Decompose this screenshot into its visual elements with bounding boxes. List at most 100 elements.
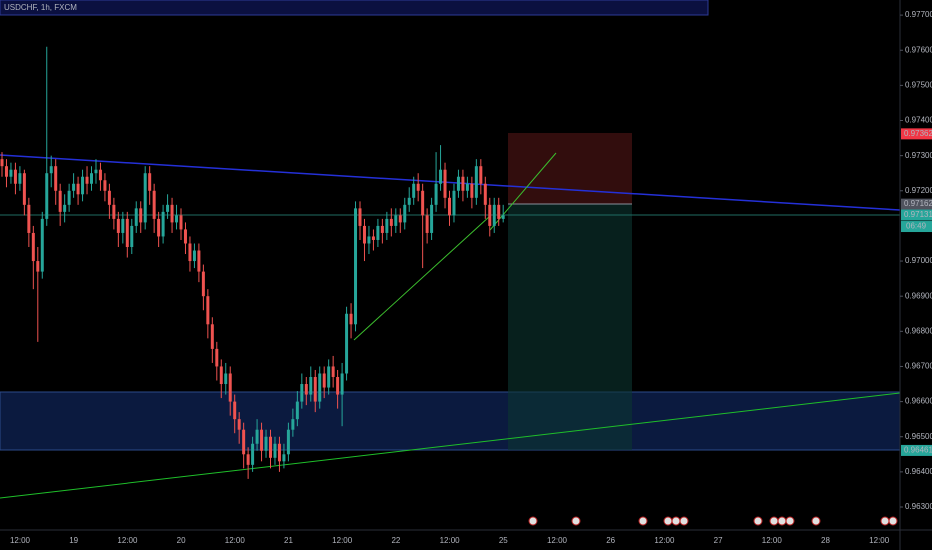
candle-body — [389, 218, 393, 226]
candle-body — [371, 236, 375, 240]
candle-body — [67, 190, 71, 205]
candle-body — [90, 173, 93, 184]
candle-body — [269, 436, 272, 458]
candle-body — [465, 183, 469, 191]
y-tick-label: 0.96700 — [905, 362, 932, 371]
candle-body — [277, 443, 281, 462]
candle-body — [148, 173, 152, 191]
candle-body — [49, 166, 53, 174]
event-icon — [769, 516, 779, 526]
price-label: 0.97162 — [904, 199, 932, 208]
candle-body — [331, 366, 335, 377]
candle-body — [152, 190, 156, 219]
candle-body — [286, 429, 290, 455]
x-tick-label: 22 — [391, 536, 400, 545]
candle-body — [130, 225, 134, 247]
candle-body — [376, 225, 380, 240]
candle-body — [237, 419, 241, 430]
candle-body — [9, 169, 13, 177]
header-bar — [0, 0, 709, 16]
candle-body — [224, 373, 228, 385]
candle-body — [116, 218, 120, 233]
candle-body — [192, 250, 196, 262]
candle-body — [242, 429, 246, 455]
x-tick-label: 12:00 — [547, 536, 568, 545]
candle-body — [45, 173, 49, 219]
candle-body — [161, 211, 165, 237]
x-tick-label: 28 — [821, 536, 830, 545]
candle-body — [398, 215, 402, 223]
x-tick-label: 27 — [714, 536, 723, 545]
event-icon — [753, 516, 763, 526]
candle-body — [170, 204, 174, 223]
candle-body — [295, 401, 299, 420]
price-label-box — [901, 209, 932, 221]
candle-body — [215, 348, 219, 367]
candle-body — [300, 384, 304, 402]
candle-body — [479, 166, 483, 184]
y-tick-label: 0.96800 — [905, 326, 932, 335]
stop-box — [508, 133, 632, 204]
candle-body — [27, 204, 31, 233]
candle-body — [134, 208, 138, 226]
candle-body — [246, 454, 250, 465]
x-tick-label: 26 — [606, 536, 615, 545]
price-label-box — [901, 198, 932, 210]
candle-body — [282, 454, 286, 462]
candle-body — [412, 183, 416, 198]
candle-body — [233, 401, 237, 420]
candle-body — [112, 204, 116, 219]
channel-line — [489, 152, 557, 231]
candle-body — [439, 169, 443, 184]
x-tick-label: 12:00 — [10, 536, 31, 545]
candle-body — [501, 215, 505, 219]
candle-body — [304, 384, 308, 395]
candle-body — [4, 166, 8, 177]
candle-body — [98, 169, 102, 181]
candle-body — [260, 429, 264, 451]
candle-body — [85, 176, 89, 184]
candle-body — [474, 166, 478, 198]
candle-body — [349, 313, 353, 325]
candle-body — [81, 176, 85, 195]
candle-body — [416, 183, 420, 191]
candle-body — [421, 190, 425, 216]
price-label-box — [901, 128, 932, 140]
y-tick-label: 0.97600 — [905, 45, 932, 54]
candle-body — [407, 197, 411, 205]
event-icon — [638, 516, 648, 526]
candle-body — [175, 215, 179, 223]
price-label-box — [901, 444, 932, 456]
event-icon — [811, 516, 821, 526]
candle-body — [219, 366, 223, 385]
candle-body — [166, 204, 170, 212]
candle-body — [210, 324, 214, 349]
candle-body — [63, 204, 67, 212]
candle-body — [403, 204, 407, 223]
event-icon — [571, 516, 581, 526]
candle-body — [452, 190, 456, 216]
y-tick-label: 0.97000 — [905, 256, 932, 265]
trend-line — [0, 154, 901, 211]
candle-body — [72, 183, 76, 191]
candle-body — [139, 208, 143, 223]
candle-body — [318, 373, 322, 402]
x-tick-label: 12:00 — [117, 536, 138, 545]
event-icon — [528, 516, 538, 526]
candle-body — [40, 218, 44, 272]
y-tick-label: 0.97200 — [905, 186, 932, 195]
x-tick-label: 12:00 — [440, 536, 461, 545]
candle-body — [76, 183, 80, 195]
candle-body — [456, 176, 460, 191]
candle-body — [336, 377, 340, 395]
candle-body — [54, 166, 58, 191]
candle-body — [201, 271, 205, 297]
x-tick-label: 21 — [284, 536, 293, 545]
countdown: 06:49 — [906, 222, 927, 231]
candle-body — [367, 236, 371, 244]
candle-body — [103, 180, 107, 191]
candle-body — [380, 225, 384, 233]
